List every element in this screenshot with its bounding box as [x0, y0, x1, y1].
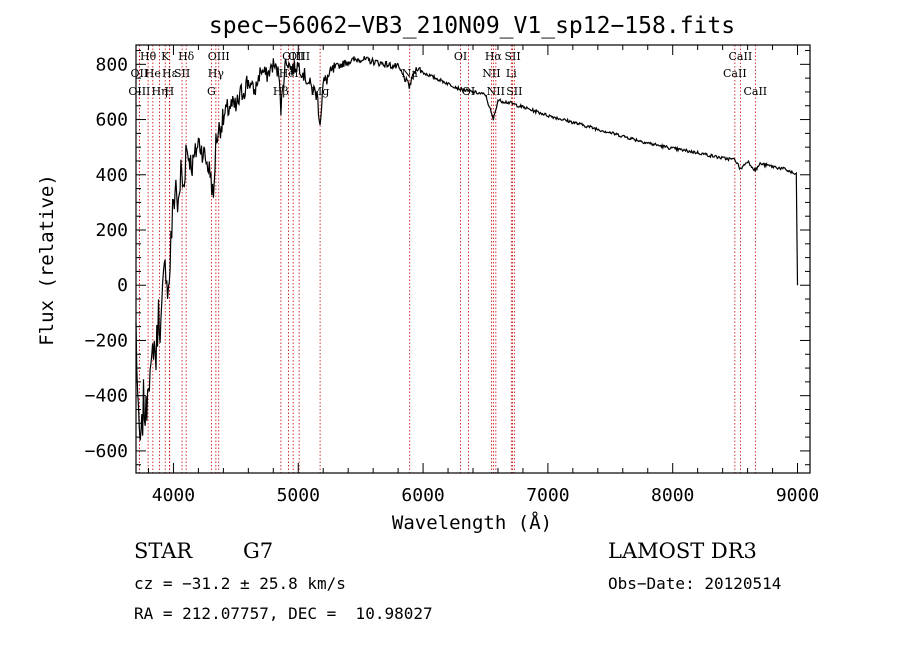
observation-date: Obs−Date: 20120514: [608, 574, 782, 593]
y-tick-label: 0: [117, 275, 128, 296]
line-marker-label: G: [207, 85, 216, 98]
line-marker-label: NII: [487, 85, 505, 98]
line-marker-label: OIII: [288, 50, 310, 63]
y-tick-label: 800: [95, 54, 128, 75]
plot-frame: [135, 44, 811, 474]
spectrum-line: [135, 55, 799, 441]
y-tick-label: −400: [85, 386, 128, 407]
x-tick-label: 9000: [776, 485, 819, 506]
line-marker-label: He: [145, 67, 161, 80]
y-tick-label: 200: [95, 220, 128, 241]
line-marker-label: K: [161, 50, 170, 63]
y-tick-label: 600: [95, 110, 128, 131]
y-tick-label: 400: [95, 165, 128, 186]
line-marker-label: SII: [504, 50, 520, 63]
line-marker-label: H: [165, 85, 175, 98]
x-axis-ticks: 4000 5000 6000 7000 8000 9000: [147, 45, 819, 506]
x-tick-label: 7000: [526, 485, 569, 506]
spectral-subclass: G7: [243, 539, 274, 563]
x-tick-label: 8000: [651, 485, 694, 506]
y-axis-label: Flux (relative): [36, 174, 58, 346]
chart-title: spec−56062−VB3_210N09_V1_sp12−158.fits: [209, 13, 735, 39]
line-marker-label: CaII: [743, 85, 767, 98]
line-marker-labels: HθOIIOIIIHeHηKHHεSIIHδGHγOIIIHβOIIIHeiOI…: [128, 50, 767, 98]
line-markers: [138, 45, 756, 473]
line-marker-label: OI: [454, 50, 467, 63]
line-marker-label: Hδ: [178, 50, 195, 63]
line-marker-label: SII: [506, 85, 522, 98]
y-tick-label: −200: [85, 330, 128, 351]
line-marker-label: Hη: [151, 85, 167, 98]
redshift-cz: cz = −31.2 ± 25.8 km/s: [134, 574, 346, 593]
line-marker-label: NII: [482, 67, 500, 80]
line-marker-label: Hβ: [273, 85, 289, 98]
y-axis-ticks: −600 −400 −200 0 200 400 600 800: [85, 50, 810, 466]
line-marker-label: CaII: [729, 50, 753, 63]
x-tick-label: 5000: [277, 485, 320, 506]
x-axis-label: Wavelength (Å): [392, 511, 552, 534]
y-tick-label: −600: [85, 441, 128, 462]
spectrum-chart: spec−56062−VB3_210N09_V1_sp12−158.fits H…: [36, 13, 819, 534]
coordinates: RA = 212.07757, DEC = 10.98027: [134, 604, 433, 623]
x-tick-label: 4000: [152, 485, 195, 506]
line-marker-label: Hε: [162, 67, 178, 80]
line-marker-label: OII: [131, 67, 149, 80]
line-marker-label: Li: [506, 67, 517, 80]
x-tick-label: 6000: [401, 485, 444, 506]
line-marker-label: OIII: [208, 50, 230, 63]
line-marker-label: CaII: [723, 67, 747, 80]
survey-name: LAMOST DR3: [608, 539, 757, 563]
line-marker-label: OI: [462, 85, 475, 98]
line-marker-label: Na: [402, 67, 419, 80]
line-marker-label: Hθ: [140, 50, 157, 63]
object-class: STAR: [134, 539, 193, 563]
line-marker-label: Hγ: [208, 67, 225, 80]
line-marker-label: SII: [174, 67, 190, 80]
line-marker-label: Hα: [485, 50, 503, 63]
